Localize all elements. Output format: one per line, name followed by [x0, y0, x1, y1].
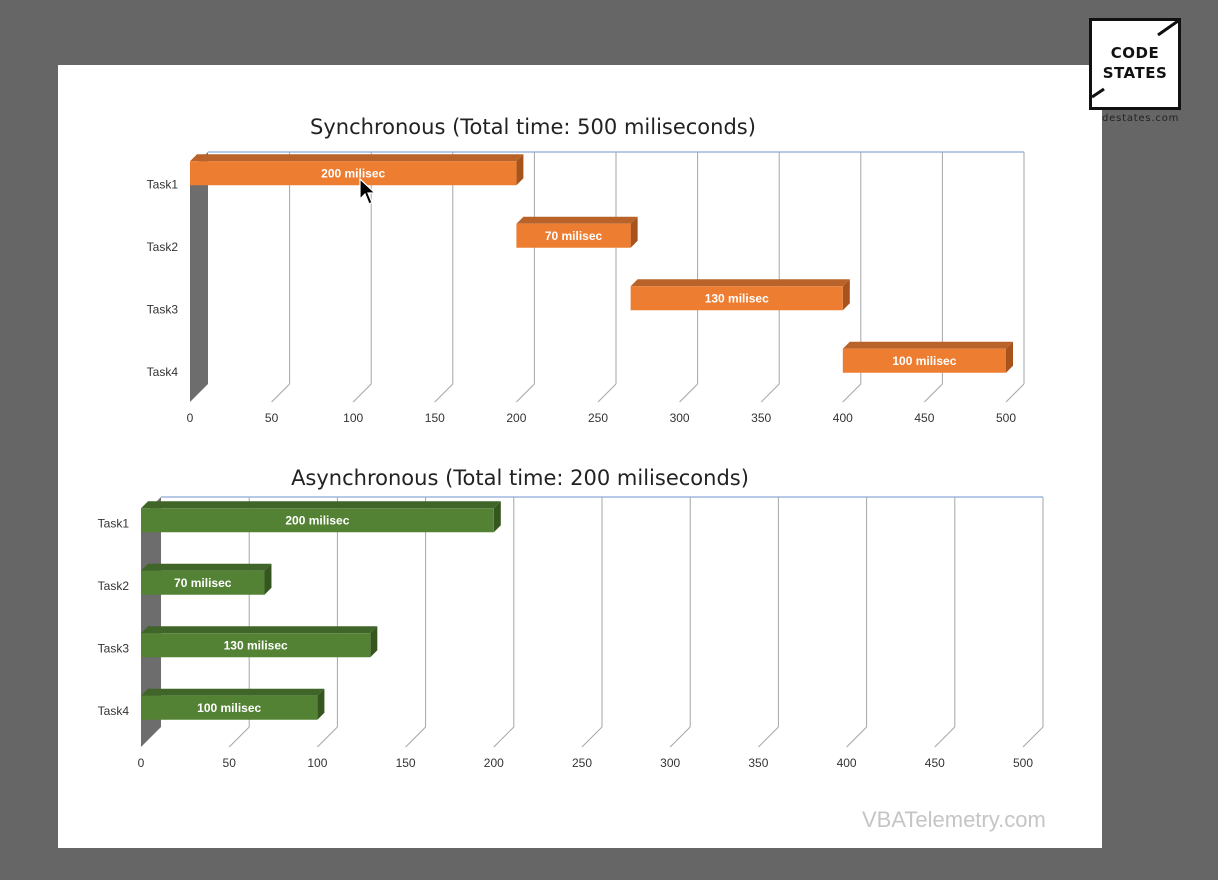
sync-tick-label: 500	[996, 411, 1016, 425]
sync-tick-label: 450	[914, 411, 934, 425]
async-tick-label: 500	[1013, 756, 1033, 770]
async-bar-task1	[141, 508, 494, 533]
sync-gridline-foot	[352, 383, 372, 403]
async-gridline-foot	[846, 726, 867, 748]
sync-gridline-foot	[842, 383, 862, 403]
logo-url: destates.com	[1102, 113, 1180, 124]
async-bar-task2	[141, 570, 265, 595]
async-tick-label: 300	[660, 756, 680, 770]
async-category-label-task1: Task1	[98, 516, 130, 530]
async-bar-top-task1	[141, 501, 501, 509]
async-bar-label-task4: 100 milisec	[197, 701, 261, 715]
async-bar-label-task2: 70 milisec	[174, 576, 232, 590]
async-bar-side-task2	[264, 563, 272, 595]
async-gridline-foot	[493, 726, 515, 748]
sync-tick-label: 400	[833, 411, 853, 425]
logo-wordmark: CODE STATES	[1092, 43, 1178, 83]
sync-category-label-task2: Task2	[147, 240, 179, 254]
async-gridline-foot	[934, 726, 956, 748]
async-tick-label: 400	[837, 756, 857, 770]
async-gridline-foot	[228, 726, 250, 748]
sync-bar-top-task2	[516, 216, 638, 224]
async-tick-label: 150	[396, 756, 416, 770]
sync-tick-label: 100	[343, 411, 363, 425]
async-tick-label: 450	[925, 756, 945, 770]
async-bar-task4	[141, 695, 318, 720]
sync-gridline-foot	[760, 383, 780, 403]
sync-category-label-task4: Task4	[147, 365, 179, 379]
sync-bar-task2	[516, 223, 631, 248]
mouse-cursor-icon	[359, 178, 377, 205]
async-gridline-foot	[669, 726, 691, 748]
async-bar-label-task3: 130 milisec	[224, 638, 288, 652]
sync-gridline-foot	[924, 383, 943, 403]
sync-gridline-foot	[1005, 383, 1025, 403]
logo-corner-mark	[1092, 21, 1178, 99]
async-gridline-foot	[581, 726, 603, 748]
code-states-logo: CODE STATES	[1089, 18, 1181, 110]
sync-bar-task3	[630, 286, 843, 311]
sync-category-label-task3: Task3	[147, 302, 179, 316]
sync-bar-top-task3	[630, 279, 850, 287]
async-tick-label: 250	[572, 756, 592, 770]
async-bar-side-task3	[370, 626, 378, 658]
async-gridline-foot	[405, 726, 426, 748]
logo-line-2: STATES	[1102, 64, 1168, 82]
sync-bar-label-task4: 100 milisec	[892, 354, 956, 368]
sync-gridline-foot	[516, 383, 535, 403]
sync-bar-label-task3: 130 milisec	[705, 291, 769, 305]
sync-bar-task1	[190, 161, 517, 186]
sync-bar-label-task2: 70 milisec	[545, 229, 603, 243]
async-bar-side-task4	[317, 688, 325, 720]
sync-tick-label: 250	[588, 411, 608, 425]
sync-tick-label: 50	[265, 411, 279, 425]
logo-line-1: CODE	[1110, 44, 1160, 62]
watermark-text: VBATelemetry.com	[862, 807, 1046, 832]
sync-chart-title: Synchronous (Total time: 500 miliseconds…	[310, 115, 756, 139]
async-category-label-task3: Task3	[98, 641, 130, 655]
sync-bar-side-task3	[842, 279, 850, 311]
sync-bar-label-task1: 200 milisec	[321, 166, 385, 180]
async-side-wall	[141, 497, 161, 747]
async-bar-top-task3	[141, 626, 378, 634]
sync-bar-side-task2	[630, 216, 638, 248]
sync-tick-label: 200	[506, 411, 526, 425]
sync-gridline-foot	[597, 383, 617, 403]
async-bar-top-task4	[141, 688, 325, 696]
async-bar-side-task1	[493, 501, 501, 533]
async-tick-label: 0	[138, 756, 145, 770]
async-tick-label: 350	[748, 756, 768, 770]
async-chart-title: Asynchronous (Total time: 200 milisecond…	[291, 466, 749, 490]
sync-tick-label: 300	[670, 411, 690, 425]
sync-gridline-foot	[271, 383, 290, 403]
async-tick-label: 50	[223, 756, 237, 770]
sync-tick-label: 0	[187, 411, 194, 425]
async-tick-label: 100	[307, 756, 327, 770]
sync-bar-task4	[842, 348, 1006, 373]
sync-bar-side-task1	[516, 154, 524, 186]
async-category-label-task4: Task4	[98, 704, 130, 718]
async-bar-label-task1: 200 milisec	[285, 513, 349, 527]
sync-category-label-task1: Task1	[147, 177, 179, 191]
async-gridline-foot	[758, 726, 779, 748]
sync-gridline-foot	[434, 383, 454, 403]
async-tick-label: 200	[484, 756, 504, 770]
sync-bar-side-task4	[1006, 341, 1013, 373]
sync-bar-top-task1	[190, 154, 524, 162]
sync-bar-top-task4	[842, 341, 1013, 349]
async-bar-task3	[141, 633, 371, 658]
sync-side-wall	[190, 152, 208, 402]
sync-gridline-foot	[679, 383, 698, 403]
async-bar-top-task2	[141, 563, 272, 571]
async-gridline-foot	[1022, 726, 1044, 748]
sync-tick-label: 350	[751, 411, 771, 425]
async-gridline-foot	[317, 726, 338, 748]
sync-tick-label: 150	[425, 411, 445, 425]
async-category-label-task2: Task2	[98, 579, 130, 593]
